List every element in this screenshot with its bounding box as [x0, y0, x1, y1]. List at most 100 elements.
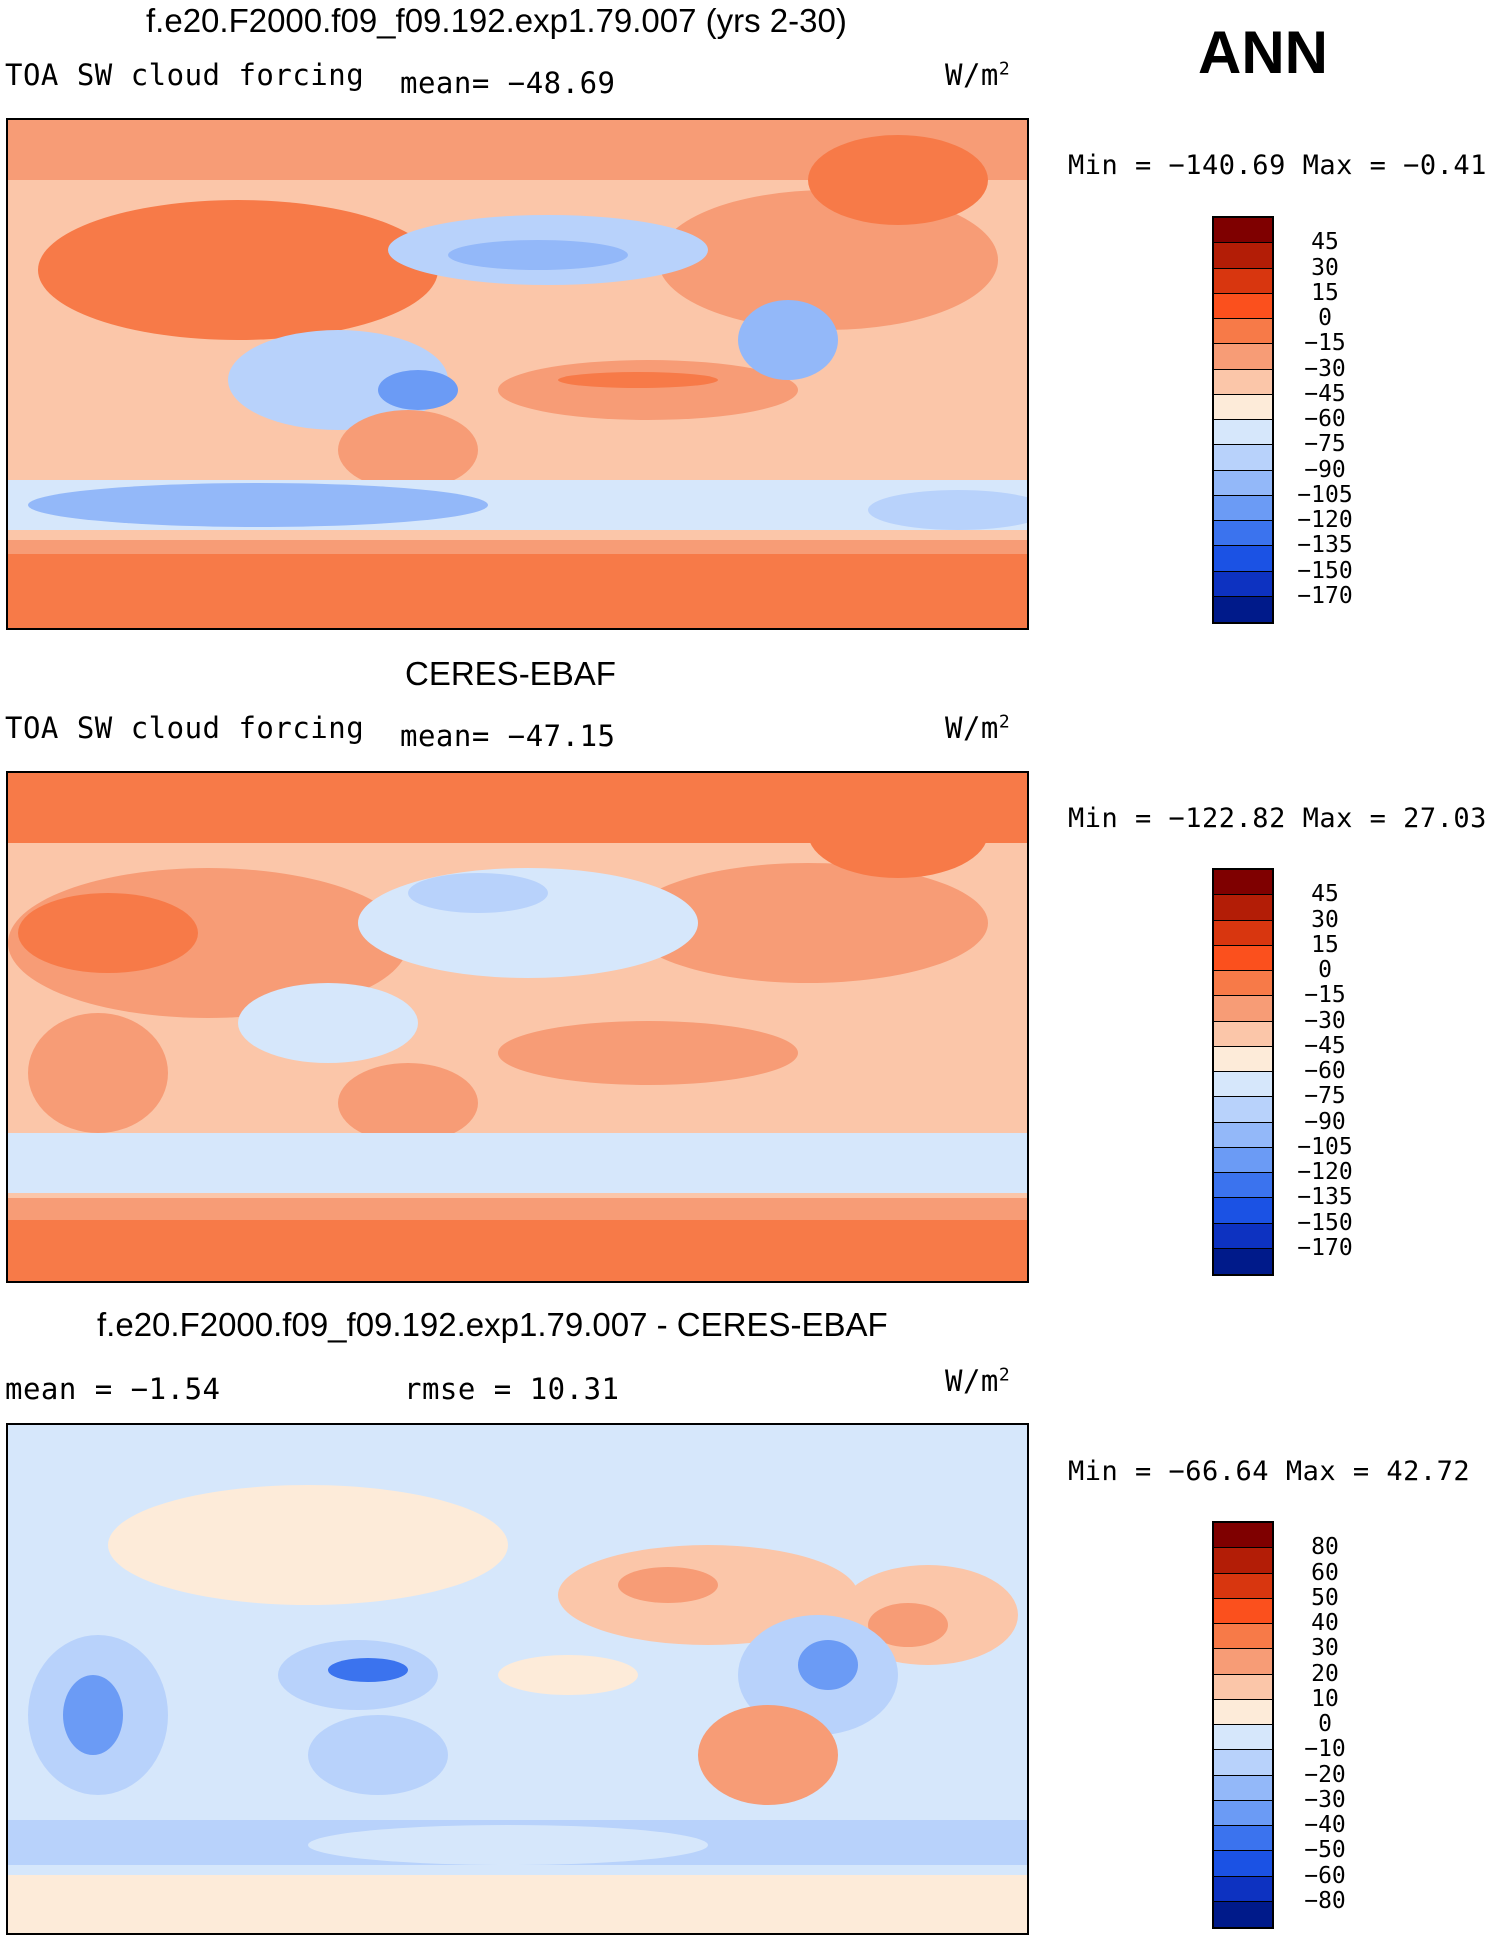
colorbar-segment: [1214, 1624, 1272, 1650]
colorbar-tick-label: −150: [1297, 557, 1353, 584]
colorbar-segment: [1214, 1649, 1272, 1675]
panel2-colorbar-labels: 45 30 15 0 −15 −30 −45 −60 −75 −90 −105 −120 −135 −15…: [1285, 868, 1375, 1276]
panel2-colorbar: [1212, 868, 1274, 1276]
colorbar-tick-label: −75: [1304, 431, 1346, 458]
panel2-mean: mean= −47.15: [400, 719, 616, 753]
colorbar-tick-label: −80: [1304, 1887, 1346, 1914]
colorbar-segment: [1214, 1122, 1272, 1148]
colorbar-segment: [1214, 546, 1272, 572]
panel1-title: f.e20.F2000.f09_f09.192.exp1.79.007 (yrs…: [146, 2, 847, 39]
colorbar-segment: [1214, 1198, 1272, 1224]
colorbar-tick-label: 0: [1318, 305, 1332, 331]
colorbar-segment: [1214, 1548, 1272, 1574]
colorbar-segment: [1214, 268, 1272, 294]
colorbar-segment: [1214, 1750, 1272, 1776]
colorbar-tick-label: −15: [1304, 330, 1346, 357]
colorbar-tick-label: 45: [1311, 229, 1339, 256]
colorbar-segment: [1214, 1523, 1272, 1549]
colorbar-segment: [1214, 945, 1272, 971]
colorbar-segment: [1214, 445, 1272, 471]
colorbar-tick-label: −105: [1297, 1133, 1353, 1160]
colorbar-tick-label: 80: [1311, 1534, 1339, 1561]
colorbar-segment: [1214, 1097, 1272, 1123]
panel3-rmse: rmse = 10.31: [404, 1372, 620, 1406]
colorbar-segment: [1214, 1674, 1272, 1700]
colorbar-segment: [1214, 1826, 1272, 1852]
colorbar-segment: [1214, 319, 1272, 345]
colorbar-segment: [1214, 1901, 1272, 1927]
colorbar-segment: [1214, 1775, 1272, 1801]
colorbar-tick-label: −170: [1297, 1234, 1353, 1261]
colorbar-segment: [1214, 1248, 1272, 1274]
panel2-minmax: Min = −122.82 Max = 27.03: [1068, 803, 1487, 834]
panel3-units: W/m2: [945, 1364, 1011, 1398]
colorbar-tick-label: −30: [1304, 355, 1346, 382]
season-label: ANN: [1198, 19, 1328, 86]
colorbar-segment: [1214, 895, 1272, 921]
colorbar-tick-label: −20: [1304, 1761, 1346, 1788]
colorbar-segment: [1214, 1173, 1272, 1199]
panel2-title: CERES-EBAF: [405, 655, 616, 692]
colorbar-segment: [1214, 369, 1272, 395]
colorbar-tick-label: −30: [1304, 1786, 1346, 1813]
colorbar-segment: [1214, 1021, 1272, 1047]
colorbar-tick-label: −135: [1297, 532, 1353, 559]
colorbar-segment: [1214, 521, 1272, 547]
colorbar-segment: [1214, 495, 1272, 521]
colorbar-segment: [1214, 1147, 1272, 1173]
colorbar-tick-label: −90: [1304, 1108, 1346, 1135]
colorbar-tick-label: −170: [1297, 582, 1353, 609]
panel3-map: [6, 1423, 1029, 1935]
colorbar-segment: [1214, 1699, 1272, 1725]
colorbar-tick-label: 0: [1318, 957, 1332, 983]
panel3-colorbar: [1212, 1521, 1274, 1929]
panel1-colorbar-labels: 45 30 15 0 −15 −30 −45 −60 −75 −90 −105 −120 −135 −15…: [1285, 216, 1375, 624]
colorbar-tick-label: −30: [1304, 1007, 1346, 1034]
colorbar-tick-label: 50: [1311, 1584, 1339, 1611]
colorbar-segment: [1214, 218, 1272, 244]
panel1-map: [6, 118, 1029, 630]
colorbar-segment: [1214, 596, 1272, 622]
colorbar-segment: [1214, 394, 1272, 420]
panel2-units: W/m2: [945, 711, 1011, 745]
colorbar-segment: [1214, 1876, 1272, 1902]
colorbar-tick-label: 15: [1311, 279, 1339, 306]
colorbar-tick-label: −45: [1304, 1032, 1346, 1059]
colorbar-tick-label: 20: [1311, 1660, 1339, 1687]
colorbar-segment: [1214, 971, 1272, 997]
colorbar-tick-label: 40: [1311, 1610, 1339, 1636]
panel1-colorbar: [1212, 216, 1274, 624]
colorbar-segment: [1214, 996, 1272, 1022]
colorbar-segment: [1214, 420, 1272, 446]
colorbar-segment: [1214, 1046, 1272, 1072]
colorbar-tick-label: −60: [1304, 1058, 1346, 1084]
colorbar-tick-label: 15: [1311, 931, 1339, 958]
colorbar-tick-label: 0: [1318, 1711, 1332, 1737]
colorbar-segment: [1214, 1598, 1272, 1624]
colorbar-tick-label: 30: [1311, 254, 1339, 281]
colorbar-tick-label: −10: [1304, 1736, 1346, 1763]
colorbar-segment: [1214, 344, 1272, 370]
colorbar-segment: [1214, 870, 1272, 896]
colorbar-segment: [1214, 571, 1272, 597]
colorbar-segment: [1214, 1851, 1272, 1877]
colorbar-tick-label: −120: [1297, 507, 1353, 533]
panel3-title: f.e20.F2000.f09_f09.192.exp1.79.007 - CE…: [97, 1306, 888, 1343]
colorbar-segment: [1214, 1072, 1272, 1098]
panel1-variable: TOA SW cloud forcing: [5, 58, 365, 92]
colorbar-tick-label: −135: [1297, 1184, 1353, 1211]
colorbar-tick-label: −45: [1304, 380, 1346, 407]
panel3-minmax: Min = −66.64 Max = 42.72: [1068, 1456, 1471, 1487]
panel1-mean: mean= −48.69: [400, 66, 616, 100]
colorbar-tick-label: −60: [1304, 1862, 1346, 1889]
colorbar-tick-label: −40: [1304, 1812, 1346, 1838]
panel2-map: [6, 771, 1029, 1283]
colorbar-tick-label: 30: [1311, 1635, 1339, 1662]
colorbar-tick-label: −60: [1304, 406, 1346, 432]
colorbar-tick-label: −105: [1297, 481, 1353, 508]
colorbar-segment: [1214, 470, 1272, 496]
colorbar-tick-label: −90: [1304, 456, 1346, 483]
colorbar-tick-label: −50: [1304, 1837, 1346, 1864]
colorbar-tick-label: 45: [1311, 881, 1339, 908]
colorbar-tick-label: 30: [1311, 906, 1339, 933]
